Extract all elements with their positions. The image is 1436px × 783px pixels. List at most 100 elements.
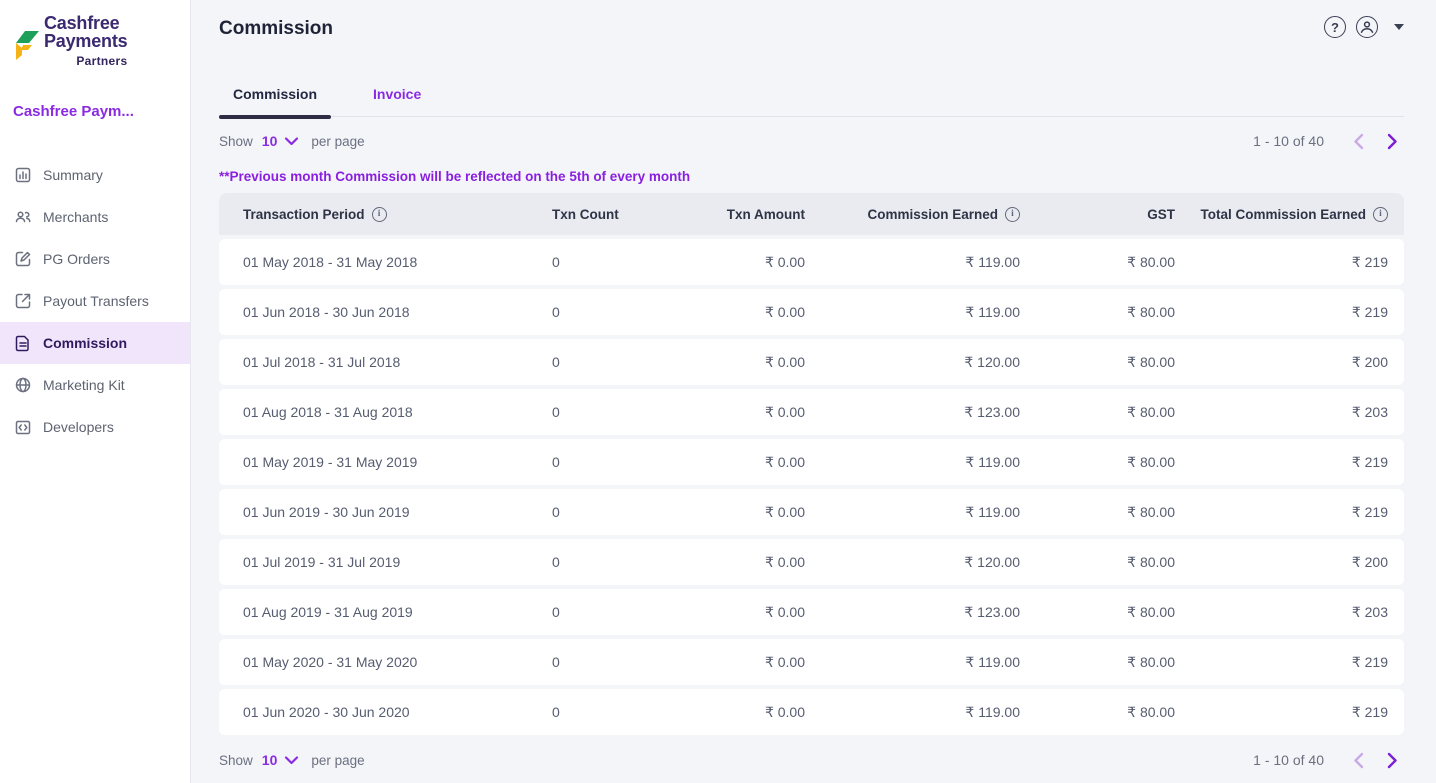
- cell-txn-amount: ₹ 0.00: [764, 553, 805, 570]
- info-icon[interactable]: [1373, 206, 1388, 222]
- column-header-txn-count: Txn Count: [552, 206, 619, 222]
- sidebar-item-marketing-kit[interactable]: Marketing Kit: [0, 364, 190, 406]
- cell-txn-amount: ₹ 0.00: [764, 353, 805, 370]
- cell-txn-amount: ₹ 0.00: [764, 303, 805, 320]
- globe-icon: [14, 376, 32, 394]
- cell-txn-count: 0: [552, 554, 560, 570]
- cell-total-commission-earned: ₹ 219: [1351, 703, 1388, 720]
- cell-gst: ₹ 80.00: [1127, 653, 1175, 670]
- cell-total-commission-earned: ₹ 203: [1351, 403, 1388, 420]
- sidebar-item-label: Commission: [43, 334, 128, 351]
- sidebar: Cashfree Payments Partners Cashfree Paym…: [0, 0, 191, 783]
- sidebar-item-commission[interactable]: Commission: [0, 321, 190, 364]
- cell-transaction-period: 01 Jul 2018 - 31 Jul 2018: [243, 354, 401, 370]
- people-icon: [14, 208, 32, 226]
- chevron-down-icon[interactable]: [284, 136, 299, 146]
- column-header-txn-amount: Txn Amount: [726, 206, 805, 222]
- cell-commission-earned: ₹ 119.00: [965, 253, 1020, 270]
- cell-commission-earned: ₹ 119.00: [965, 453, 1020, 470]
- column-header-commission-earned: Commission Earned: [805, 206, 1020, 222]
- cell-txn-count: 0: [552, 454, 560, 470]
- cell-total-commission-earned: ₹ 219: [1351, 453, 1388, 470]
- column-header-total-commission-earned: Total Commission Earned: [1175, 206, 1404, 222]
- topbar-icons: [1324, 16, 1404, 38]
- next-page-icon[interactable]: [1380, 748, 1404, 772]
- table-header-row: Transaction Period Txn Count Txn Amount …: [219, 193, 1404, 235]
- cell-transaction-period: 01 May 2020 - 31 May 2020: [243, 654, 418, 670]
- cell-transaction-period: 01 May 2018 - 31 May 2018: [243, 254, 418, 270]
- cell-gst: ₹ 80.00: [1127, 553, 1175, 570]
- cell-transaction-period: 01 Jun 2020 - 30 Jun 2020: [243, 704, 410, 720]
- cell-total-commission-earned: ₹ 219: [1351, 653, 1388, 670]
- chevron-down-icon[interactable]: [1394, 24, 1404, 30]
- column-header-gst: GST: [1147, 206, 1175, 222]
- partner-name[interactable]: Cashfree Paym...: [13, 102, 134, 120]
- cell-total-commission-earned: ₹ 200: [1351, 353, 1388, 370]
- sidebar-item-merchants[interactable]: Merchants: [0, 196, 190, 238]
- cell-gst: ₹ 80.00: [1127, 703, 1175, 720]
- topbar: Commission: [219, 0, 1404, 40]
- cell-txn-amount: ₹ 0.00: [764, 253, 805, 270]
- sidebar-item-pg-orders[interactable]: PG Orders: [0, 238, 190, 280]
- info-icon[interactable]: [371, 206, 387, 222]
- cashfree-logo-text: Cashfree Payments Partners: [44, 13, 128, 67]
- page-size-selector: Show 10 per page: [219, 133, 365, 149]
- cell-commission-earned: ₹ 123.00: [964, 603, 1020, 620]
- table-row: 01 Jul 2018 - 31 Jul 2018 0 ₹ 0.00 ₹ 120…: [219, 339, 1404, 385]
- cell-transaction-period: 01 May 2019 - 31 May 2019: [243, 454, 418, 470]
- sidebar-item-label: Summary: [43, 166, 103, 183]
- table-row: 01 Jul 2019 - 31 Jul 2019 0 ₹ 0.00 ₹ 120…: [219, 539, 1404, 585]
- page-size-value[interactable]: 10: [261, 752, 278, 768]
- sidebar-item-label: PG Orders: [43, 250, 110, 267]
- tab-invoice[interactable]: Invoice: [373, 86, 422, 102]
- cell-txn-count: 0: [552, 404, 560, 420]
- show-label: Show: [219, 133, 253, 149]
- cell-commission-earned: ₹ 119.00: [965, 503, 1020, 520]
- help-icon[interactable]: [1324, 16, 1346, 38]
- table-row: 01 May 2019 - 31 May 2019 0 ₹ 0.00 ₹ 119…: [219, 439, 1404, 485]
- commission-table: Transaction Period Txn Count Txn Amount …: [219, 193, 1404, 735]
- bottom-controls: Show 10 per page 1 - 10 of 40: [219, 738, 1404, 782]
- prev-page-icon[interactable]: [1346, 748, 1370, 772]
- cell-commission-earned: ₹ 123.00: [964, 403, 1020, 420]
- tab-commission[interactable]: Commission: [219, 86, 332, 119]
- per-page-label: per page: [311, 752, 365, 768]
- cell-total-commission-earned: ₹ 219: [1351, 253, 1388, 270]
- cell-txn-count: 0: [552, 504, 560, 520]
- logo-line-1: Cashfree: [44, 13, 120, 33]
- cell-total-commission-earned: ₹ 219: [1351, 303, 1388, 320]
- per-page-label: per page: [311, 133, 365, 149]
- account-icon[interactable]: [1356, 16, 1378, 38]
- chevron-down-icon[interactable]: [284, 755, 299, 765]
- prev-page-icon[interactable]: [1346, 129, 1370, 153]
- page-size-value[interactable]: 10: [261, 133, 278, 149]
- main-content: Commission Commission Invoice Show 10: [191, 0, 1436, 783]
- next-page-icon[interactable]: [1380, 129, 1404, 153]
- sidebar-item-payout-transfers[interactable]: Payout Transfers: [0, 280, 190, 322]
- pagination: 1 - 10 of 40: [1253, 129, 1404, 153]
- cashfree-logo[interactable]: Cashfree Payments Partners: [0, 14, 190, 67]
- tab-bar: Commission Invoice: [219, 86, 1404, 119]
- cell-commission-earned: ₹ 119.00: [965, 303, 1020, 320]
- sidebar-item-summary[interactable]: Summary: [0, 154, 190, 196]
- info-icon[interactable]: [1005, 206, 1020, 222]
- cell-txn-count: 0: [552, 354, 560, 370]
- page-title: Commission: [219, 18, 334, 39]
- cell-txn-amount: ₹ 0.00: [764, 503, 805, 520]
- cell-gst: ₹ 80.00: [1127, 353, 1175, 370]
- cell-txn-count: 0: [552, 304, 560, 320]
- pagination-range: 1 - 10 of 40: [1253, 752, 1324, 768]
- cell-commission-earned: ₹ 120.00: [964, 553, 1020, 570]
- table-row: 01 May 2018 - 31 May 2018 0 ₹ 0.00 ₹ 119…: [219, 239, 1404, 285]
- pagination: 1 - 10 of 40: [1253, 748, 1404, 772]
- sidebar-item-developers[interactable]: Developers: [0, 406, 190, 448]
- cell-txn-amount: ₹ 0.00: [764, 603, 805, 620]
- table-row: 01 Jun 2018 - 30 Jun 2018 0 ₹ 0.00 ₹ 119…: [219, 289, 1404, 335]
- cell-txn-amount: ₹ 0.00: [764, 453, 805, 470]
- cell-commission-earned: ₹ 119.00: [965, 703, 1020, 720]
- document-icon: [14, 334, 32, 352]
- table-row: 01 Aug 2019 - 31 Aug 2019 0 ₹ 0.00 ₹ 123…: [219, 589, 1404, 635]
- sidebar-item-label: Merchants: [43, 208, 109, 225]
- sidebar-item-label: Payout Transfers: [43, 292, 149, 309]
- cell-transaction-period: 01 Jun 2019 - 30 Jun 2019: [243, 504, 410, 520]
